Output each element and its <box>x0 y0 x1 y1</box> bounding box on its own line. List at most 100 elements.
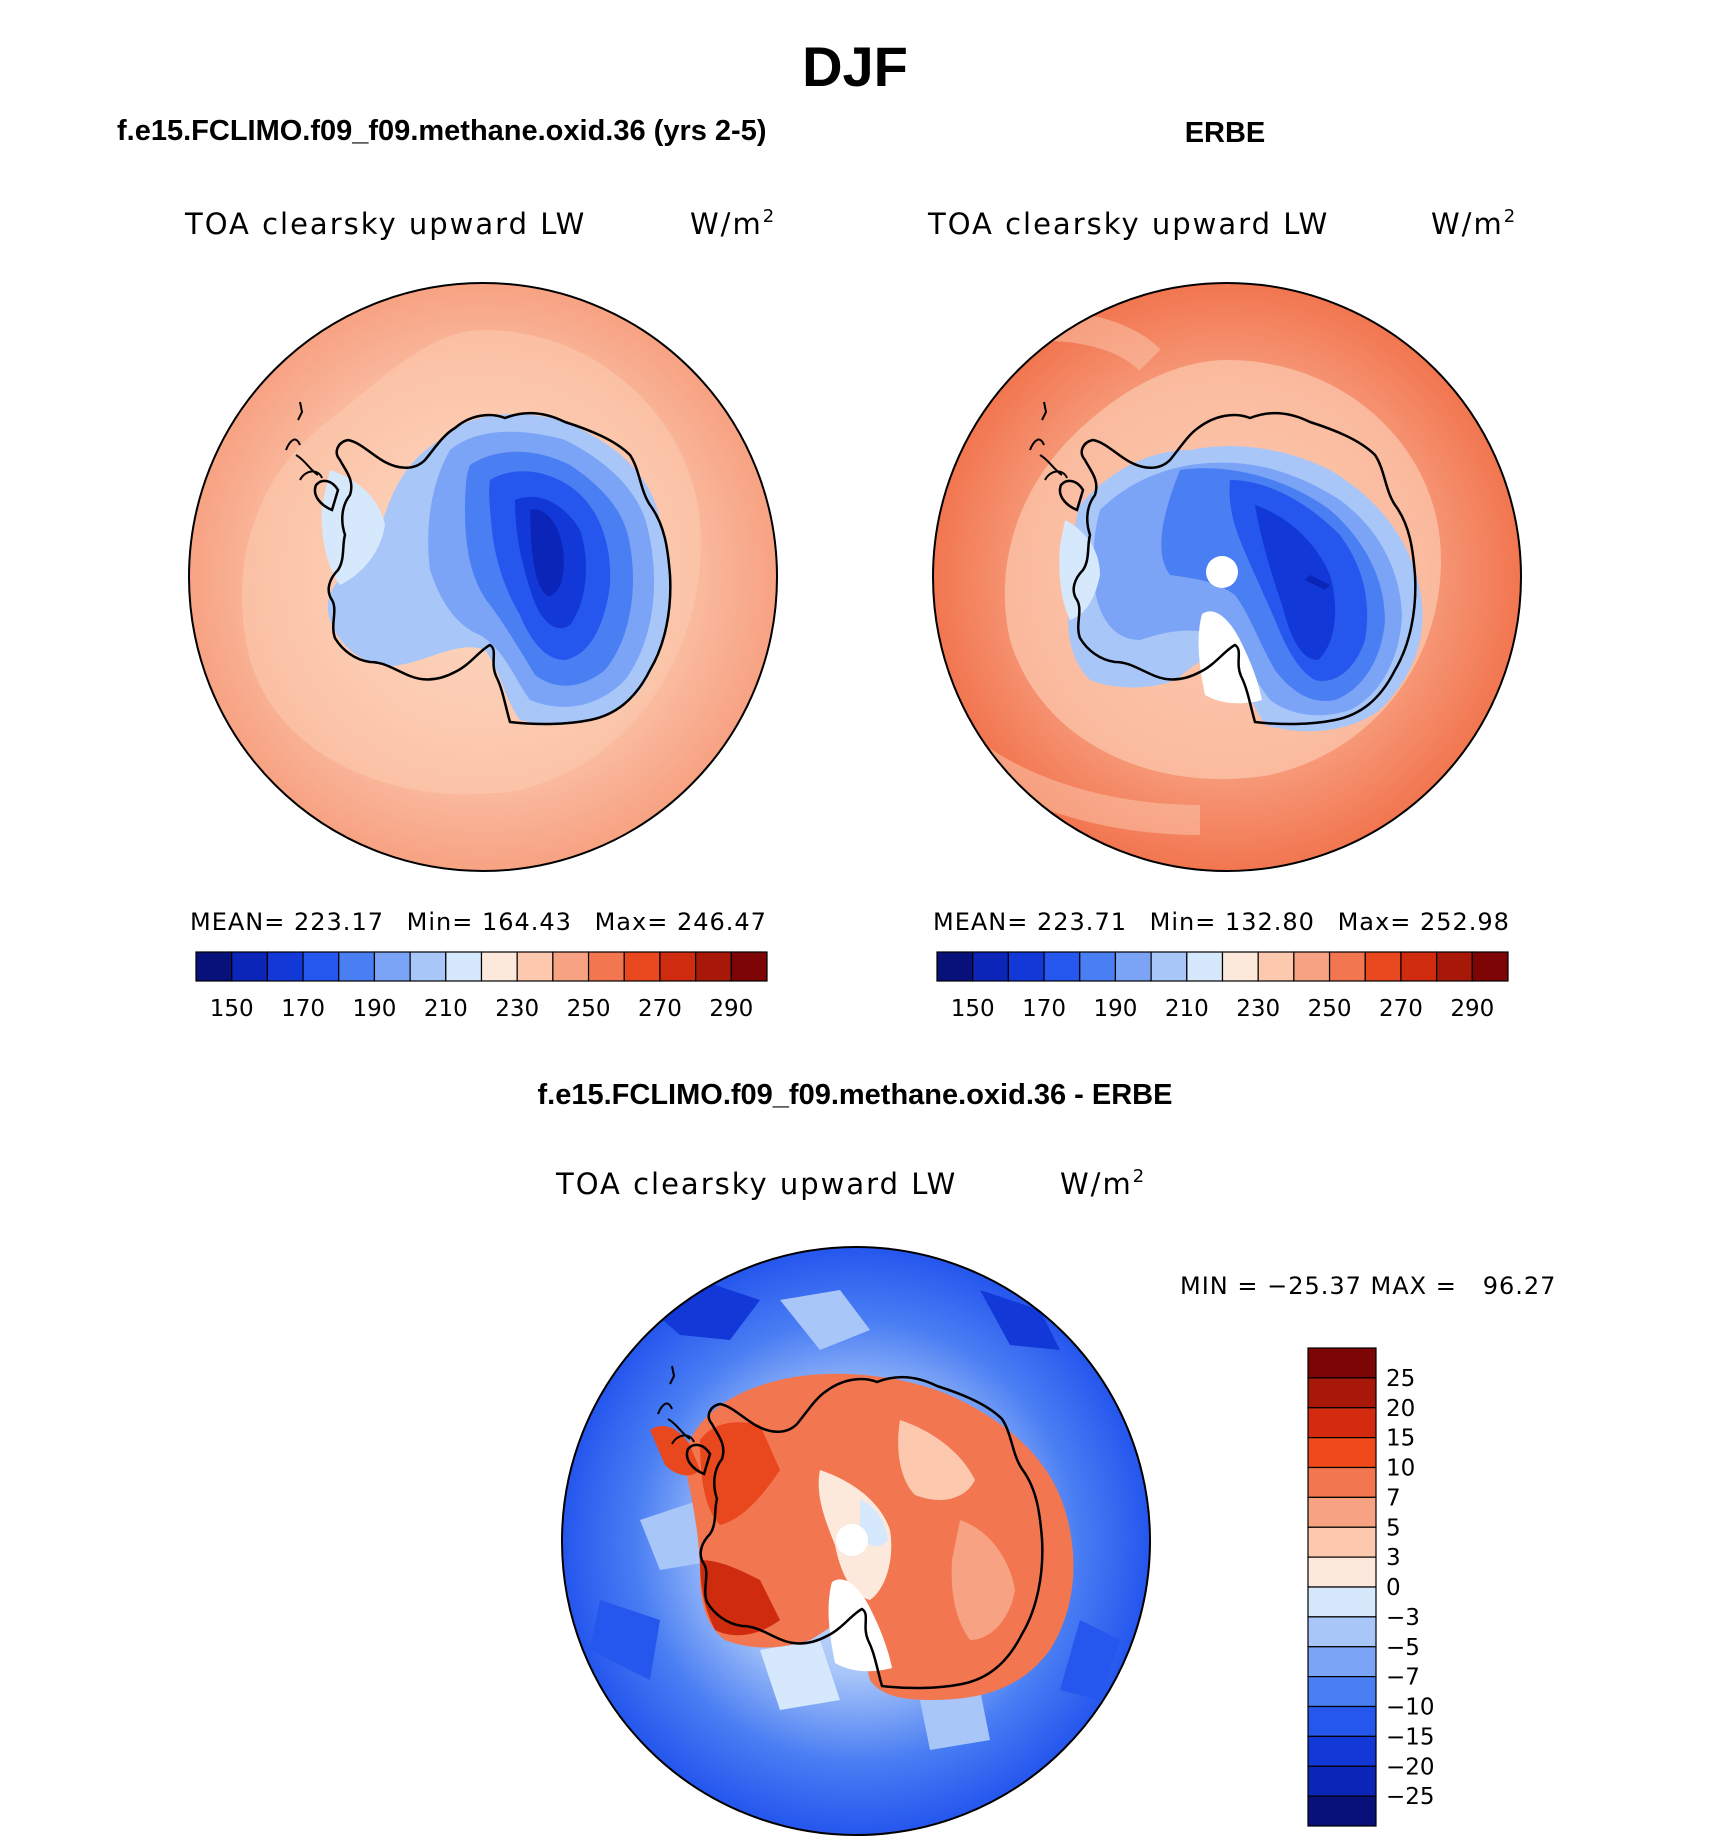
model-colorbar-swatch <box>195 951 233 982</box>
obs-colorbar: 150 170 190 210 230 250 270 290 <box>936 951 1509 1022</box>
diff-map <box>562 1247 1150 1835</box>
model-colorbar-swatch <box>730 951 768 982</box>
obs-colorbar-swatch <box>1257 951 1295 982</box>
model-colorbar-tick-label: 170 <box>281 996 325 1022</box>
model-units-label: W/m2 <box>690 206 776 241</box>
obs-colorbar-swatch <box>1364 951 1402 982</box>
model-colorbar-swatch <box>480 951 518 982</box>
obs-colorbar-swatch <box>972 951 1009 982</box>
model-min-value: 164.43 <box>482 908 572 936</box>
obs-colorbar-tick-label: 210 <box>1165 996 1209 1022</box>
diff-colorbar-swatch <box>1307 1735 1377 1767</box>
model-colorbar-swatch <box>659 951 697 982</box>
obs-colorbar-swatch <box>1114 951 1152 982</box>
model-colorbar-tick-label: 250 <box>567 996 611 1022</box>
obs-colorbar-swatch <box>1221 951 1259 982</box>
obs-colorbar-tick-label: 190 <box>1093 996 1137 1022</box>
obs-max-value: 252.98 <box>1420 908 1510 936</box>
diff-units-exp: 2 <box>1133 1166 1146 1187</box>
obs-colorbar-swatch <box>1293 951 1331 982</box>
model-stats: MEAN= 223.17 Min= 164.43 Max= 246.47 <box>190 908 767 936</box>
diff-colorbar-swatch <box>1307 1586 1377 1618</box>
obs-colorbar-swatch <box>1150 951 1188 982</box>
model-colorbar-swatch <box>409 951 447 982</box>
diff-colorbar-tick-label: −10 <box>1386 1695 1435 1721</box>
model-min-label: Min= <box>407 908 474 936</box>
obs-stats: MEAN= 223.71 Min= 132.80 Max= 252.98 <box>933 908 1510 936</box>
model-colorbar-swatch <box>338 951 376 982</box>
obs-colorbar-tick-label: 170 <box>1022 996 1066 1022</box>
obs-colorbar-swatch <box>1186 951 1224 982</box>
obs-mean-label: MEAN= <box>933 908 1028 936</box>
obs-colorbar-tick-label: 270 <box>1379 996 1423 1022</box>
obs-colorbar-swatch <box>1471 951 1509 982</box>
model-mean-label: MEAN= <box>190 908 285 936</box>
diff-colorbar-swatch <box>1307 1466 1377 1498</box>
model-map-border <box>188 282 778 872</box>
diff-colorbar-swatch <box>1307 1795 1377 1827</box>
model-map <box>189 283 777 871</box>
model-colorbar-tick-label: 290 <box>709 996 753 1022</box>
model-colorbar-swatch <box>516 951 554 982</box>
diff-colorbar-tick-label: 0 <box>1386 1575 1401 1601</box>
diff-colorbar-swatch <box>1307 1616 1377 1648</box>
model-max-label: Max= <box>595 908 669 936</box>
model-colorbar-swatch <box>695 951 732 982</box>
diff-colorbar-tick-label: −25 <box>1386 1784 1435 1810</box>
model-colorbar-swatch <box>373 951 411 982</box>
obs-colorbar-swatch <box>1400 951 1438 982</box>
diff-colorbar: 25 20 15 10 7 5 3 0 −3 −5 −7 −10 −15 −20 −25 <box>1307 1347 1435 1827</box>
model-colorbar-tick-label: 270 <box>638 996 682 1022</box>
model-variable-label: TOA clearsky upward LW <box>184 207 586 241</box>
obs-min-value: 132.80 <box>1225 908 1315 936</box>
model-colorbar-swatch <box>266 951 304 982</box>
diff-colorbar-tick-label: 5 <box>1386 1515 1401 1541</box>
model-colorbar-tick-label: 150 <box>210 996 254 1022</box>
diff-colorbar-swatch <box>1307 1377 1377 1409</box>
diff-colorbar-swatch <box>1307 1526 1377 1558</box>
diff-colorbar-tick-label: −3 <box>1386 1605 1420 1631</box>
obs-colorbar-swatch <box>1043 951 1081 982</box>
obs-coastline <box>1072 411 1417 726</box>
model-max-value: 246.47 <box>677 908 767 936</box>
diff-coastline <box>699 1375 1044 1690</box>
obs-min-label: Min= <box>1150 908 1217 936</box>
obs-colorbar-swatch <box>1079 951 1117 982</box>
diff-colorbar-swatch <box>1307 1705 1377 1737</box>
diff-colorbar-swatch <box>1307 1347 1377 1379</box>
diff-colorbar-swatch <box>1307 1496 1377 1528</box>
obs-colorbar-tick-label: 230 <box>1236 996 1280 1022</box>
model-colorbar: 150 170 190 210 230 250 270 290 <box>195 951 768 1022</box>
obs-header: ERBE <box>1185 117 1266 149</box>
diff-colorbar-swatch <box>1307 1556 1377 1588</box>
diff-colorbar-tick-label: 20 <box>1386 1396 1415 1422</box>
diff-colorbar-tick-label: 15 <box>1386 1426 1415 1452</box>
diff-colorbar-tick-label: 25 <box>1386 1366 1415 1392</box>
model-colorbar-swatch <box>445 951 483 982</box>
obs-colorbar-tick-label: 290 <box>1450 996 1494 1022</box>
obs-max-label: Max= <box>1338 908 1412 936</box>
diff-colorbar-tick-label: −20 <box>1386 1754 1435 1780</box>
diff-units-label: W/m2 <box>1060 1166 1146 1201</box>
obs-colorbar-tick-label: 250 <box>1308 996 1352 1022</box>
diff-colorbar-tick-label: 3 <box>1386 1545 1401 1571</box>
model-colorbar-swatch <box>302 951 340 982</box>
diff-units-base: W/m <box>1060 1167 1133 1201</box>
model-units-base: W/m <box>690 207 763 241</box>
obs-units-base: W/m <box>1431 207 1504 241</box>
obs-units-label: W/m2 <box>1431 206 1517 241</box>
model-colorbar-tick-label: 230 <box>495 996 539 1022</box>
diff-variable-label: TOA clearsky upward LW <box>555 1167 957 1201</box>
diff-colorbar-swatch <box>1307 1437 1377 1469</box>
diff-colorbar-swatch <box>1307 1646 1377 1678</box>
diff-colorbar-swatch <box>1307 1765 1377 1797</box>
obs-colorbar-tick-label: 150 <box>951 996 995 1022</box>
obs-colorbar-swatch <box>1007 951 1045 982</box>
diff-colorbar-swatch <box>1307 1407 1377 1439</box>
obs-units-exp: 2 <box>1504 206 1517 227</box>
diff-colorbar-tick-label: 10 <box>1386 1456 1415 1482</box>
diff-map-border <box>561 1246 1151 1836</box>
obs-colorbar-swatch <box>1436 951 1473 982</box>
model-colorbar-swatch <box>587 951 625 982</box>
